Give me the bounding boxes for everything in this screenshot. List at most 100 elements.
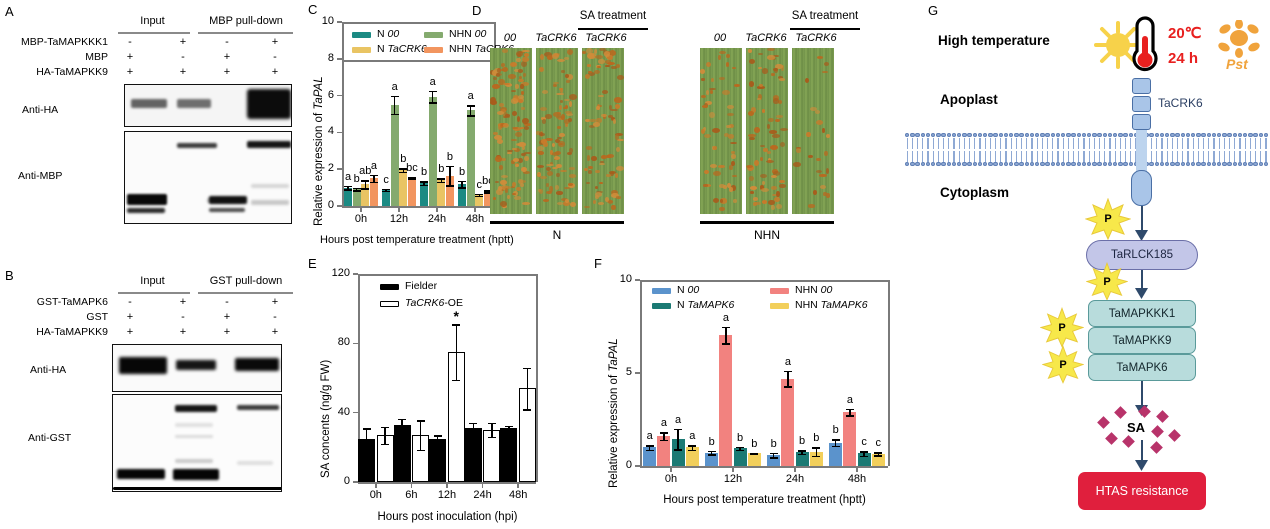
rust-pustule [727, 104, 735, 110]
chart-legend: N 00 NHN 00 N TaMAPK6 NHN TaMAPK6 [652, 284, 882, 314]
membrane-head [1227, 162, 1232, 167]
rust-pustule [596, 118, 602, 123]
rust-pustule [539, 53, 544, 60]
membrane-head [1009, 162, 1014, 167]
error-bar-cap [362, 449, 371, 451]
rust-pustule [807, 204, 816, 208]
membrane-tail [1254, 151, 1257, 162]
rust-pustule [589, 119, 597, 123]
error-bar-cap [369, 181, 378, 184]
plot-frame-right [536, 274, 538, 482]
membrane-head [1159, 133, 1165, 138]
bar [685, 447, 699, 466]
error-bar-stem [711, 450, 713, 455]
significance-letter: c [476, 178, 483, 191]
membrane-tail [1156, 137, 1158, 149]
panel-g-pathogen-label: Pst [1226, 56, 1248, 72]
significance-letter: b [770, 437, 777, 450]
rust-pustule [560, 114, 565, 120]
panel-d: D SA treatment SA treatment 00 TaCRK6 Ta… [468, 0, 900, 258]
rust-pustule [767, 55, 775, 60]
error-bar-stem [449, 166, 451, 186]
rust-pustule [563, 118, 570, 124]
blot-band [251, 184, 289, 188]
legend-swatch [770, 288, 789, 294]
rust-pustule [536, 146, 545, 152]
rust-pustule [757, 97, 762, 100]
rust-pustule [494, 180, 499, 183]
panel-a-blot-anti-mbp [124, 131, 292, 224]
phospho-label: P [1059, 358, 1067, 371]
panel-a-sign-2-3: + [271, 66, 279, 78]
rust-pustule [498, 79, 505, 86]
membrane-head [1201, 162, 1206, 167]
y-tick-label: 0 [343, 475, 350, 487]
membrane-head [1035, 162, 1040, 167]
rust-pustule [544, 137, 553, 142]
rust-pustule [704, 169, 710, 174]
membrane-tail [948, 151, 950, 162]
rust-pustule [587, 165, 593, 170]
membrane-head [1019, 133, 1024, 138]
rust-pustule [771, 205, 775, 211]
x-axis-line [358, 482, 536, 484]
membrane-head [1243, 133, 1248, 138]
error-bar-cap [466, 105, 475, 107]
rust-pustule [520, 91, 525, 95]
error-bar-cap [382, 190, 391, 193]
rust-pustule [555, 92, 564, 96]
membrane-head [915, 133, 920, 138]
membrane-tail [1036, 137, 1038, 149]
rust-pustule [498, 103, 504, 108]
rust-pustule [593, 49, 598, 54]
blot-band [173, 469, 219, 480]
rust-pustule [559, 100, 564, 104]
rust-pustule [497, 125, 502, 131]
error-bar-cap [483, 192, 492, 194]
panel-g-receptor-domain [1132, 114, 1151, 130]
error-bar-cap [483, 190, 492, 192]
membrane-tail [911, 137, 913, 149]
rust-pustule [726, 53, 730, 59]
x-tick-label: 0h [369, 489, 382, 501]
rust-pustule [586, 155, 591, 161]
membrane-tail [958, 137, 960, 149]
membrane-head [936, 133, 941, 138]
error-bar-cap [433, 442, 442, 444]
y-tick-mark [337, 21, 342, 23]
error-bar-stem [401, 418, 403, 431]
rust-pustule [502, 115, 510, 119]
error-bar-cap [433, 435, 442, 437]
x-tick-mark [670, 467, 672, 472]
membrane-head [951, 162, 957, 167]
membrane-tail [932, 137, 934, 149]
rust-pustule [725, 124, 732, 129]
error-bar-cap [707, 454, 716, 456]
rust-pustule [725, 62, 730, 68]
membrane-tail [937, 151, 939, 162]
error-bar-cap [504, 430, 513, 433]
legend-label: N 00 [377, 28, 400, 40]
rust-pustule [748, 58, 756, 64]
rust-pustule [565, 112, 574, 117]
blot-band [175, 459, 213, 463]
y-tick-label: 4 [327, 125, 334, 138]
error-bar-stem [508, 425, 510, 431]
rust-pustule [718, 54, 722, 61]
error-bar-stem [691, 445, 693, 450]
panel-b-label: B [5, 268, 14, 283]
rust-pustule [746, 165, 754, 169]
significance-letter: a [675, 413, 682, 426]
error-bar-cap [398, 430, 407, 433]
significance-letter: b [421, 166, 428, 179]
panel-d-sa-treatment-label-right: SA treatment [791, 10, 859, 22]
panel-d-group-label-n: N [552, 228, 562, 242]
rust-pustule [706, 61, 712, 67]
rust-pustule [709, 111, 715, 118]
rust-pustule [549, 185, 553, 192]
panel-b-sign-2-2: + [223, 326, 231, 338]
rust-pustule [608, 50, 616, 56]
rust-pustule [500, 122, 504, 129]
y-axis-line [640, 280, 642, 466]
rust-pustule [546, 167, 552, 172]
